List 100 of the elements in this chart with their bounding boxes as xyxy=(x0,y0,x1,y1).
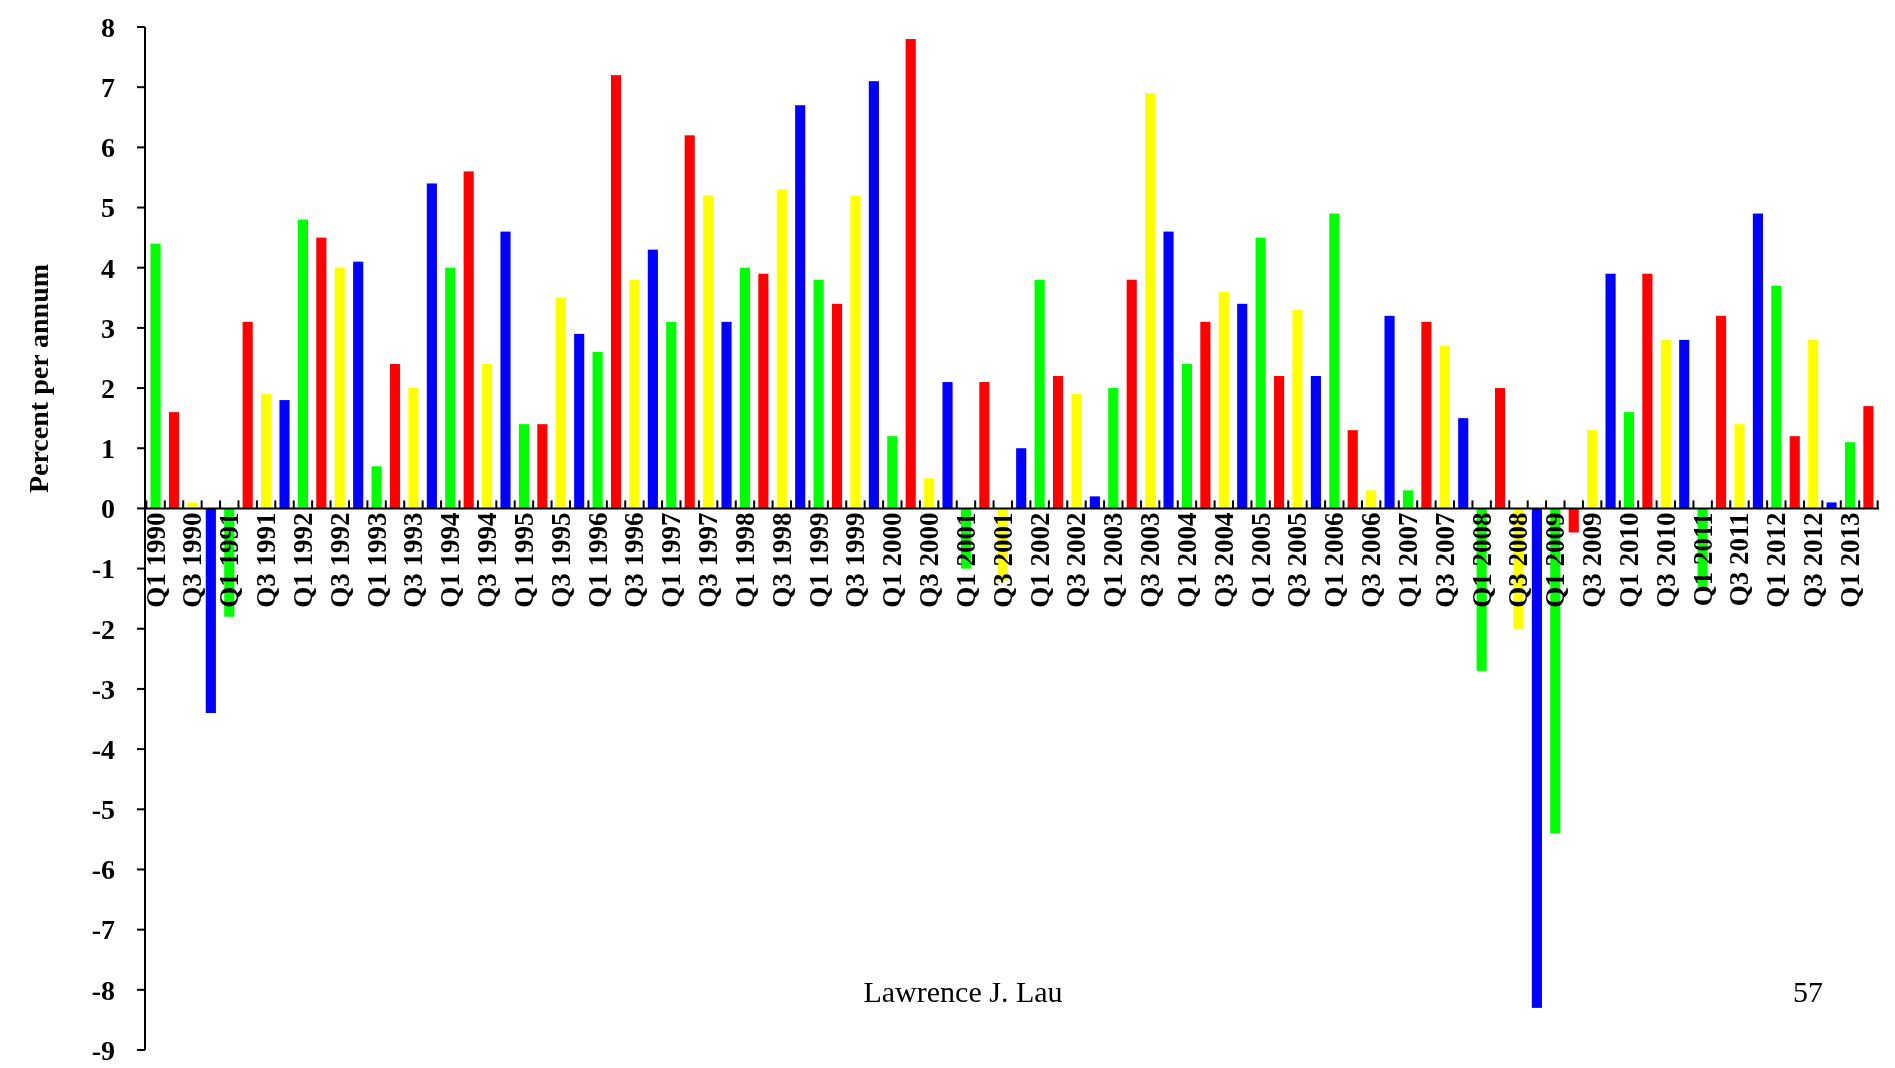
bar xyxy=(684,135,695,509)
bar xyxy=(279,400,290,509)
x-tick-label: Q3 2012 xyxy=(1798,512,1829,608)
bar xyxy=(1163,231,1174,509)
bar xyxy=(1789,436,1800,509)
bar xyxy=(555,297,566,509)
y-tick-label: 7 xyxy=(101,71,115,103)
x-tick-label: Q1 1999 xyxy=(803,512,834,608)
bar xyxy=(371,466,382,509)
x-tick-label: Q3 1998 xyxy=(766,512,797,608)
bar xyxy=(297,219,308,509)
x-tick-label: Q3 1994 xyxy=(472,512,503,608)
y-tick-label: 8 xyxy=(101,11,115,43)
bar xyxy=(1531,508,1542,1008)
x-tick-label: Q1 1994 xyxy=(435,512,466,608)
x-tick-label: Q1 2002 xyxy=(1024,512,1055,608)
x-tick-label: Q3 2000 xyxy=(914,512,945,608)
bar xyxy=(537,424,548,509)
bar xyxy=(1660,339,1671,509)
x-tick-label: Q1 2005 xyxy=(1245,512,1276,608)
bar xyxy=(776,189,787,509)
bar xyxy=(905,39,916,509)
x-tick-label: Q3 1990 xyxy=(177,512,208,608)
x-tick-label: Q1 2003 xyxy=(1098,512,1129,608)
bar xyxy=(666,321,677,509)
x-tick-label: Q3 1995 xyxy=(545,512,576,608)
bar xyxy=(1347,430,1358,509)
y-tick-label: 4 xyxy=(101,252,115,284)
bar xyxy=(205,508,216,714)
bar xyxy=(795,105,806,509)
bar xyxy=(924,478,935,509)
bar xyxy=(1495,388,1506,509)
x-tick-label: Q1 2013 xyxy=(1834,512,1865,608)
bar xyxy=(426,183,437,509)
bar xyxy=(887,436,898,509)
bar xyxy=(610,75,622,509)
y-tick-label: 2 xyxy=(101,372,115,404)
x-tick-label: Q1 2001 xyxy=(950,512,981,608)
x-tick-label: Q1 2006 xyxy=(1319,512,1350,608)
y-tick-label: -5 xyxy=(91,794,115,826)
y-tick-label: -7 xyxy=(91,914,115,946)
bar xyxy=(1679,339,1690,509)
bar xyxy=(1384,315,1395,509)
y-axis-title: Percent per annum xyxy=(23,263,54,494)
x-tick-label: Q3 2001 xyxy=(987,512,1018,608)
x-tick-label: Q1 2004 xyxy=(1171,512,1202,608)
bar xyxy=(1623,412,1635,509)
bar xyxy=(334,267,345,509)
bar xyxy=(1771,285,1782,509)
y-tick-label: -6 xyxy=(91,854,115,886)
bar xyxy=(758,273,769,509)
bar xyxy=(1310,376,1321,509)
x-tick-label: Q3 2002 xyxy=(1061,512,1092,608)
y-tick-label: -8 xyxy=(91,974,115,1006)
bar xyxy=(408,388,419,509)
bar xyxy=(389,363,401,509)
x-tick-label: Q1 1995 xyxy=(508,512,539,608)
x-tick-label: Q3 1997 xyxy=(693,512,724,608)
bar xyxy=(518,424,529,509)
bar xyxy=(1458,418,1469,509)
bar xyxy=(629,279,640,509)
bar xyxy=(1255,237,1266,509)
bar xyxy=(1145,93,1156,509)
x-tick-label: Q3 2007 xyxy=(1429,512,1460,608)
bar xyxy=(1716,315,1727,509)
bar xyxy=(942,382,953,509)
bar xyxy=(721,321,732,509)
y-tick-label: -4 xyxy=(91,733,115,765)
y-tick-label: -2 xyxy=(91,613,115,645)
bar xyxy=(1126,279,1137,509)
bar xyxy=(1273,376,1285,509)
bar xyxy=(1587,430,1598,509)
bar xyxy=(168,412,180,509)
y-tick-label: 1 xyxy=(101,433,115,465)
bar xyxy=(1034,279,1045,509)
bar xyxy=(868,81,879,509)
bar xyxy=(1329,213,1340,509)
x-tick-label: Q1 1997 xyxy=(656,512,687,608)
x-tick-label: Q3 1991 xyxy=(251,512,282,608)
x-tick-label: Q3 1993 xyxy=(398,512,429,608)
bar xyxy=(831,303,843,509)
x-tick-label: Q3 2011 xyxy=(1724,512,1755,607)
y-tick-label: 5 xyxy=(101,192,115,224)
x-tick-label: Q1 2008 xyxy=(1466,512,1497,608)
bar xyxy=(150,243,161,509)
x-tick-label: Q3 2010 xyxy=(1650,512,1681,608)
bar xyxy=(1366,490,1377,509)
bar xyxy=(242,321,253,509)
x-tick-label: Q3 1992 xyxy=(324,512,355,608)
annotation: Lawrence J. Lau xyxy=(863,974,1063,1008)
x-tick-label: Q1 2009 xyxy=(1540,512,1571,608)
x-tick-label: Q3 2009 xyxy=(1577,512,1608,608)
bar xyxy=(463,171,474,509)
y-tick-label: 3 xyxy=(101,312,115,344)
x-tick-label: Q1 1992 xyxy=(287,512,318,608)
x-tick-label: Q1 1998 xyxy=(729,512,760,608)
bar xyxy=(1439,345,1450,509)
bar xyxy=(353,261,364,509)
x-tick-label: Q1 2007 xyxy=(1392,512,1423,608)
x-tick-label: Q1 1991 xyxy=(214,512,245,608)
